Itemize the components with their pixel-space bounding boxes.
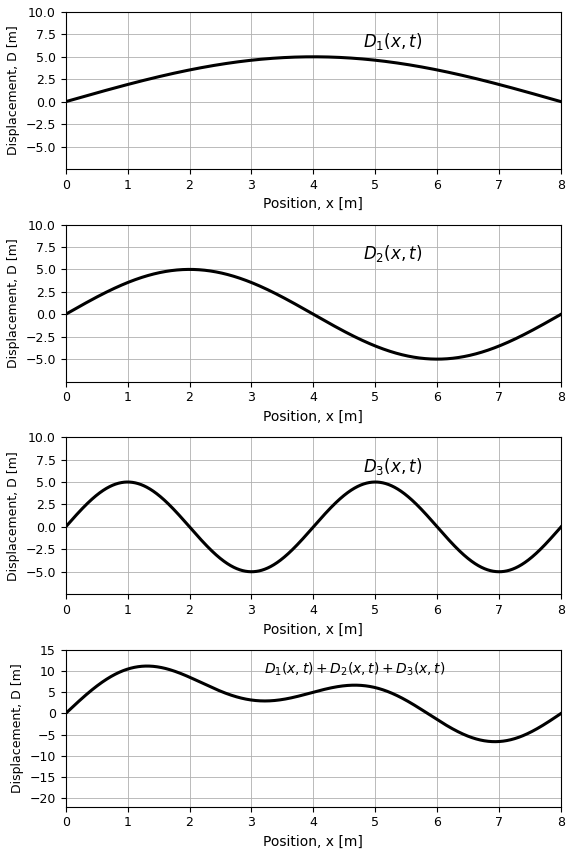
Text: $D_2(x,t)$: $D_2(x,t)$ bbox=[363, 243, 422, 265]
X-axis label: Position, x [m]: Position, x [m] bbox=[264, 835, 363, 849]
Y-axis label: Displacement, D [m]: Displacement, D [m] bbox=[7, 26, 20, 155]
X-axis label: Position, x [m]: Position, x [m] bbox=[264, 197, 363, 211]
X-axis label: Position, x [m]: Position, x [m] bbox=[264, 622, 363, 637]
X-axis label: Position, x [m]: Position, x [m] bbox=[264, 410, 363, 424]
Y-axis label: Displacement, D [m]: Displacement, D [m] bbox=[7, 451, 20, 580]
Text: $D_3(x,t)$: $D_3(x,t)$ bbox=[363, 456, 422, 477]
Y-axis label: Displacement, D [m]: Displacement, D [m] bbox=[11, 663, 24, 794]
Text: $D_1(x,t)+D_2(x,t)+D_3(x,t)$: $D_1(x,t)+D_2(x,t)+D_3(x,t)$ bbox=[264, 661, 445, 678]
Y-axis label: Displacement, D [m]: Displacement, D [m] bbox=[7, 238, 20, 368]
Text: $D_1(x,t)$: $D_1(x,t)$ bbox=[363, 31, 422, 51]
